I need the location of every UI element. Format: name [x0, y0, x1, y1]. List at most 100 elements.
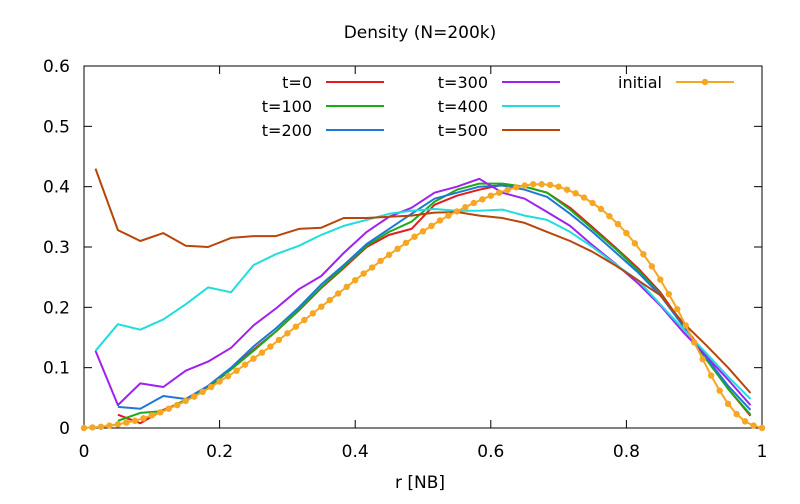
chart-title: Density (N=200k) [344, 23, 497, 43]
series-point-initial [614, 220, 622, 228]
series-point-initial [741, 418, 749, 425]
series-point-initial [148, 412, 155, 419]
series-point-initial [597, 205, 605, 213]
series-point-initial [368, 264, 376, 271]
series-point-initial [555, 183, 562, 190]
series-point-initial [436, 217, 444, 224]
series-line-t-200 [117, 184, 752, 411]
series-point-initial [182, 397, 189, 405]
legend-label-t-200: t=200 [262, 121, 312, 140]
x-axis-label: r [NB] [395, 473, 445, 493]
series-point-initial [750, 422, 757, 429]
y-tick-label: 0.5 [43, 117, 70, 137]
series-point-initial [445, 212, 452, 219]
series-point-initial [309, 310, 317, 317]
legend-label-t-100: t=100 [262, 97, 312, 116]
series-point-initial [207, 383, 215, 391]
y-tick-label: 0.6 [43, 57, 70, 77]
series-point-initial [394, 245, 401, 253]
plot-frame [83, 65, 763, 429]
series-point-initial [411, 233, 418, 240]
series-point-initial [419, 228, 427, 235]
series-point-initial [258, 349, 266, 356]
y-tick-label: 0.1 [43, 359, 70, 379]
plot-area: 0 0.1 0.2 0.3 0.4 0.5 0.6 0 0.2 0.4 0.6 0.8 1 t=0 t=10… [43, 57, 767, 462]
legend-label-t-500: t=500 [438, 121, 488, 140]
series-point-initial [606, 213, 613, 220]
series-point-initial [292, 323, 300, 330]
x-tick-label: 1 [757, 442, 768, 462]
series-point-initial [665, 290, 672, 298]
series-point-initial [216, 378, 223, 385]
x-tick-label: 0.2 [206, 442, 233, 462]
series-point-initial [546, 181, 554, 189]
series-point-initial [165, 405, 172, 412]
series-point-initial [504, 186, 511, 193]
series-point-initial [648, 263, 656, 270]
x-tick-label: 0 [79, 442, 90, 462]
series-point-initial [89, 424, 96, 431]
y-tick-label: 0.3 [43, 238, 70, 258]
series-point-initial [479, 196, 486, 203]
y-tick-label: 0.4 [43, 178, 70, 198]
series-point-initial [335, 290, 342, 297]
series-point-initial [106, 422, 113, 429]
series-point-initial [462, 203, 469, 211]
series-point-initial [589, 199, 596, 207]
x-tick-label: 0.8 [613, 442, 640, 462]
series-point-initial [513, 184, 520, 191]
series-point-initial [318, 303, 325, 310]
legend-label-initial: initial [618, 73, 662, 92]
series-point-initial [131, 417, 139, 424]
series-point-initial [657, 276, 664, 283]
series-point-initial [707, 372, 715, 379]
series-point-initial [682, 322, 689, 329]
series-point-initial [80, 424, 88, 432]
series-point-initial [699, 356, 706, 363]
series-point-initial [114, 421, 122, 428]
x-tick-label: 0.6 [477, 442, 504, 462]
series-point-initial [538, 181, 545, 188]
series-point-initial [352, 276, 359, 284]
series-point-initial [572, 190, 579, 197]
series-point-initial [190, 393, 198, 400]
series-point-initial [733, 410, 740, 418]
series-point-initial [360, 270, 367, 277]
series-point-initial [496, 189, 503, 196]
series-point-initial [343, 283, 350, 291]
series-point-initial [97, 423, 105, 430]
series-point-initial [250, 355, 257, 362]
series-point-initial [580, 194, 588, 201]
legend-label-t-0: t=0 [282, 73, 312, 92]
series-point-initial [267, 343, 274, 350]
series-point-initial [674, 305, 681, 313]
series-point-initial [470, 199, 478, 207]
legend-label-t-300: t=300 [438, 73, 488, 92]
series-point-initial [326, 296, 333, 304]
series-point-initial [233, 367, 240, 374]
series-point-initial [284, 330, 291, 337]
series-point-initial [521, 182, 528, 189]
series-line-t-100 [117, 182, 752, 422]
series-point-initial [123, 419, 130, 426]
series-line-t-300 [94, 177, 752, 407]
series-point-initial [453, 208, 461, 215]
series-point-initial [224, 372, 232, 380]
series-point-initial [428, 222, 435, 230]
series-point-initial [157, 409, 164, 416]
series-point-initial [716, 387, 723, 394]
series-point-initial [301, 316, 308, 324]
series-point-initial [275, 336, 283, 344]
series-point-initial [174, 401, 181, 409]
y-tick-label: 0.2 [43, 298, 70, 318]
series-point-initial [385, 251, 393, 259]
y-tick-label: 0 [59, 419, 70, 439]
series-point-initial [241, 361, 249, 368]
series-point-initial [631, 240, 639, 247]
series-point-initial [563, 186, 571, 193]
x-tick-label: 0.4 [342, 442, 369, 462]
series-line-t-500 [94, 168, 752, 394]
series-line-t-400 [94, 208, 752, 400]
